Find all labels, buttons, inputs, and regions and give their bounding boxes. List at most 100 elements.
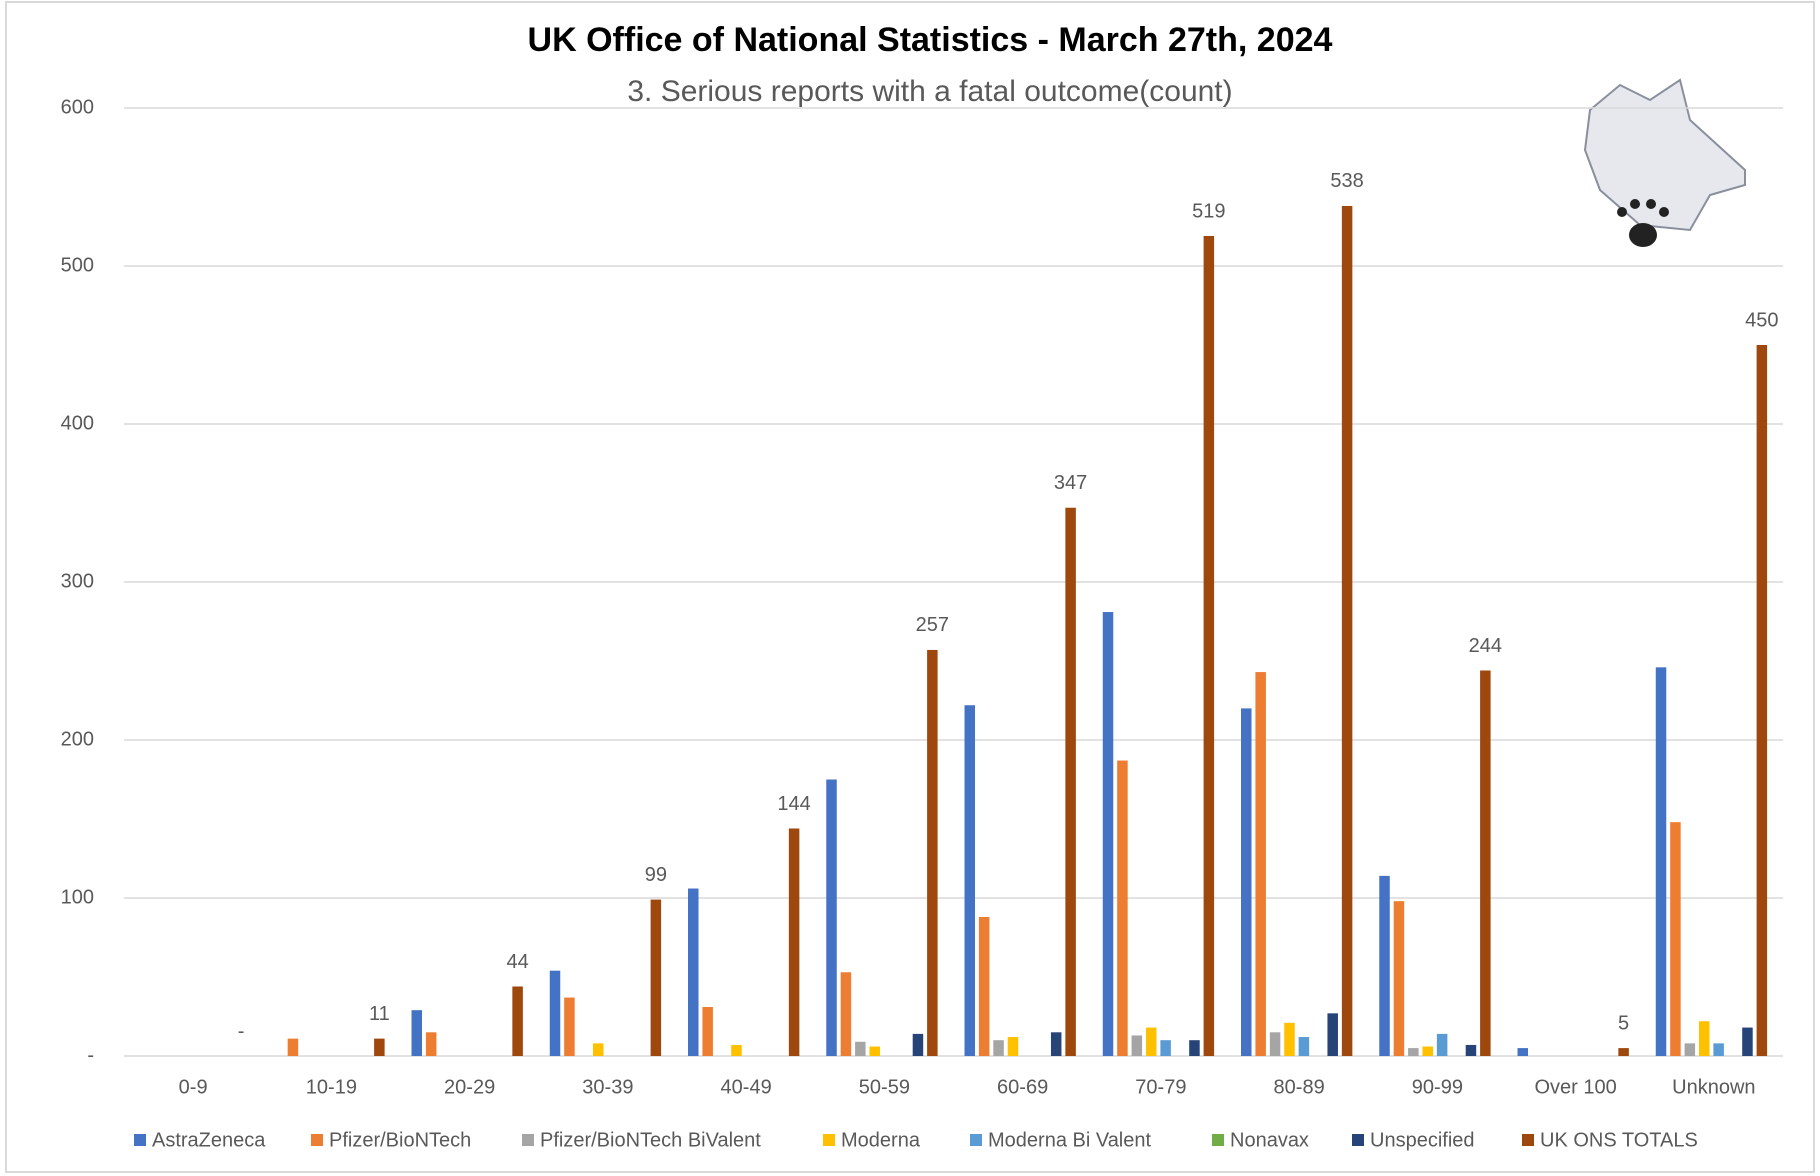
x-tick-label: 60-69	[997, 1076, 1048, 1098]
data-label: 347	[1054, 472, 1087, 494]
bar	[688, 889, 699, 1056]
y-tick-label: 500	[61, 254, 94, 276]
bar	[1685, 1043, 1696, 1056]
data-label: 257	[916, 614, 949, 636]
bar	[855, 1042, 866, 1056]
bar	[913, 1034, 924, 1056]
data-label: 450	[1745, 309, 1778, 331]
legend-swatch	[311, 1134, 323, 1146]
bar	[1132, 1035, 1143, 1056]
bar	[1699, 1021, 1710, 1056]
bar	[1327, 1013, 1338, 1056]
y-tick-label: 200	[61, 728, 94, 750]
legend-label: Pfizer/BioNTech	[329, 1129, 471, 1151]
bar	[1422, 1047, 1433, 1056]
bar	[841, 972, 852, 1056]
bar	[826, 780, 837, 1057]
bar	[927, 650, 938, 1056]
x-tick-label: 80-89	[1274, 1076, 1325, 1098]
x-tick-label: 50-59	[859, 1076, 910, 1098]
y-tick-label: 300	[61, 570, 94, 592]
bar	[651, 900, 662, 1056]
data-label: 44	[506, 951, 528, 973]
legend-swatch	[1352, 1134, 1364, 1146]
bar	[1670, 822, 1681, 1056]
x-tick-label: 20-29	[444, 1076, 495, 1098]
legend-label: AstraZeneca	[152, 1129, 266, 1151]
bar	[731, 1045, 742, 1056]
bar	[1255, 672, 1266, 1056]
data-label: 519	[1192, 200, 1225, 222]
bar	[1146, 1028, 1157, 1056]
bar	[1757, 345, 1768, 1056]
data-label: 538	[1330, 170, 1363, 192]
bar	[412, 1010, 423, 1056]
x-tick-label: 90-99	[1412, 1076, 1463, 1098]
y-tick-label: -	[87, 1044, 94, 1066]
chart-title: UK Office of National Statistics - March…	[528, 21, 1333, 59]
bar	[1051, 1032, 1062, 1056]
bar	[1408, 1048, 1419, 1056]
bar	[1466, 1045, 1477, 1056]
data-label: -	[238, 1020, 245, 1042]
legend-swatch	[970, 1134, 982, 1146]
bar	[1241, 708, 1252, 1056]
bar	[1299, 1037, 1310, 1056]
bar	[1160, 1040, 1171, 1056]
legend-swatch	[1212, 1134, 1224, 1146]
legend-label: Pfizer/BioNTech BiValent	[540, 1129, 761, 1151]
data-label: 5	[1618, 1012, 1629, 1034]
legend-swatch	[134, 1134, 146, 1146]
bar	[1117, 761, 1128, 1056]
bar	[965, 705, 976, 1056]
legend-label: UK ONS TOTALS	[1540, 1129, 1698, 1151]
bar	[1742, 1028, 1753, 1056]
bar	[512, 986, 523, 1056]
bar	[979, 917, 990, 1056]
y-tick-label: 600	[61, 96, 94, 118]
x-tick-label: 0-9	[179, 1076, 208, 1098]
bar	[374, 1039, 385, 1056]
bar	[426, 1032, 437, 1056]
data-label: 244	[1469, 635, 1502, 657]
chart: UK Office of National Statistics - March…	[0, 0, 1820, 1176]
bar	[1204, 236, 1215, 1056]
legend-label: Moderna Bi Valent	[988, 1129, 1152, 1151]
bar	[1270, 1032, 1281, 1056]
bar	[1713, 1043, 1724, 1056]
bar	[1008, 1037, 1019, 1056]
bar	[288, 1039, 299, 1056]
bar	[1065, 508, 1076, 1056]
legend-swatch	[522, 1134, 534, 1146]
data-label: 11	[369, 1003, 390, 1025]
legend-swatch	[1522, 1134, 1534, 1146]
data-label: 144	[777, 793, 810, 815]
bar	[869, 1047, 880, 1056]
y-tick-label: 400	[61, 412, 94, 434]
bar	[702, 1007, 713, 1056]
bar	[550, 971, 561, 1056]
bar	[993, 1040, 1004, 1056]
bar	[1437, 1034, 1448, 1056]
bar	[1189, 1040, 1200, 1056]
x-tick-label: 70-79	[1135, 1076, 1186, 1098]
x-tick-label: Unknown	[1672, 1076, 1755, 1098]
bar	[593, 1043, 604, 1056]
bar	[789, 828, 800, 1056]
legend-swatch	[823, 1134, 835, 1146]
data-label: 99	[645, 864, 667, 886]
bar	[1518, 1048, 1529, 1056]
bar	[1394, 901, 1405, 1056]
x-tick-label: 30-39	[582, 1076, 633, 1098]
legend-label: Moderna	[841, 1129, 921, 1151]
bar	[1480, 670, 1491, 1056]
bar	[1379, 876, 1390, 1056]
chart-subtitle: 3. Serious reports with a fatal outcome(…	[627, 75, 1232, 108]
bar	[1656, 667, 1667, 1056]
x-tick-label: 10-19	[306, 1076, 357, 1098]
x-tick-label: Over 100	[1534, 1076, 1616, 1098]
bar	[1103, 612, 1114, 1056]
bar	[1342, 206, 1353, 1056]
y-tick-label: 100	[61, 886, 94, 908]
bar	[1284, 1023, 1295, 1056]
